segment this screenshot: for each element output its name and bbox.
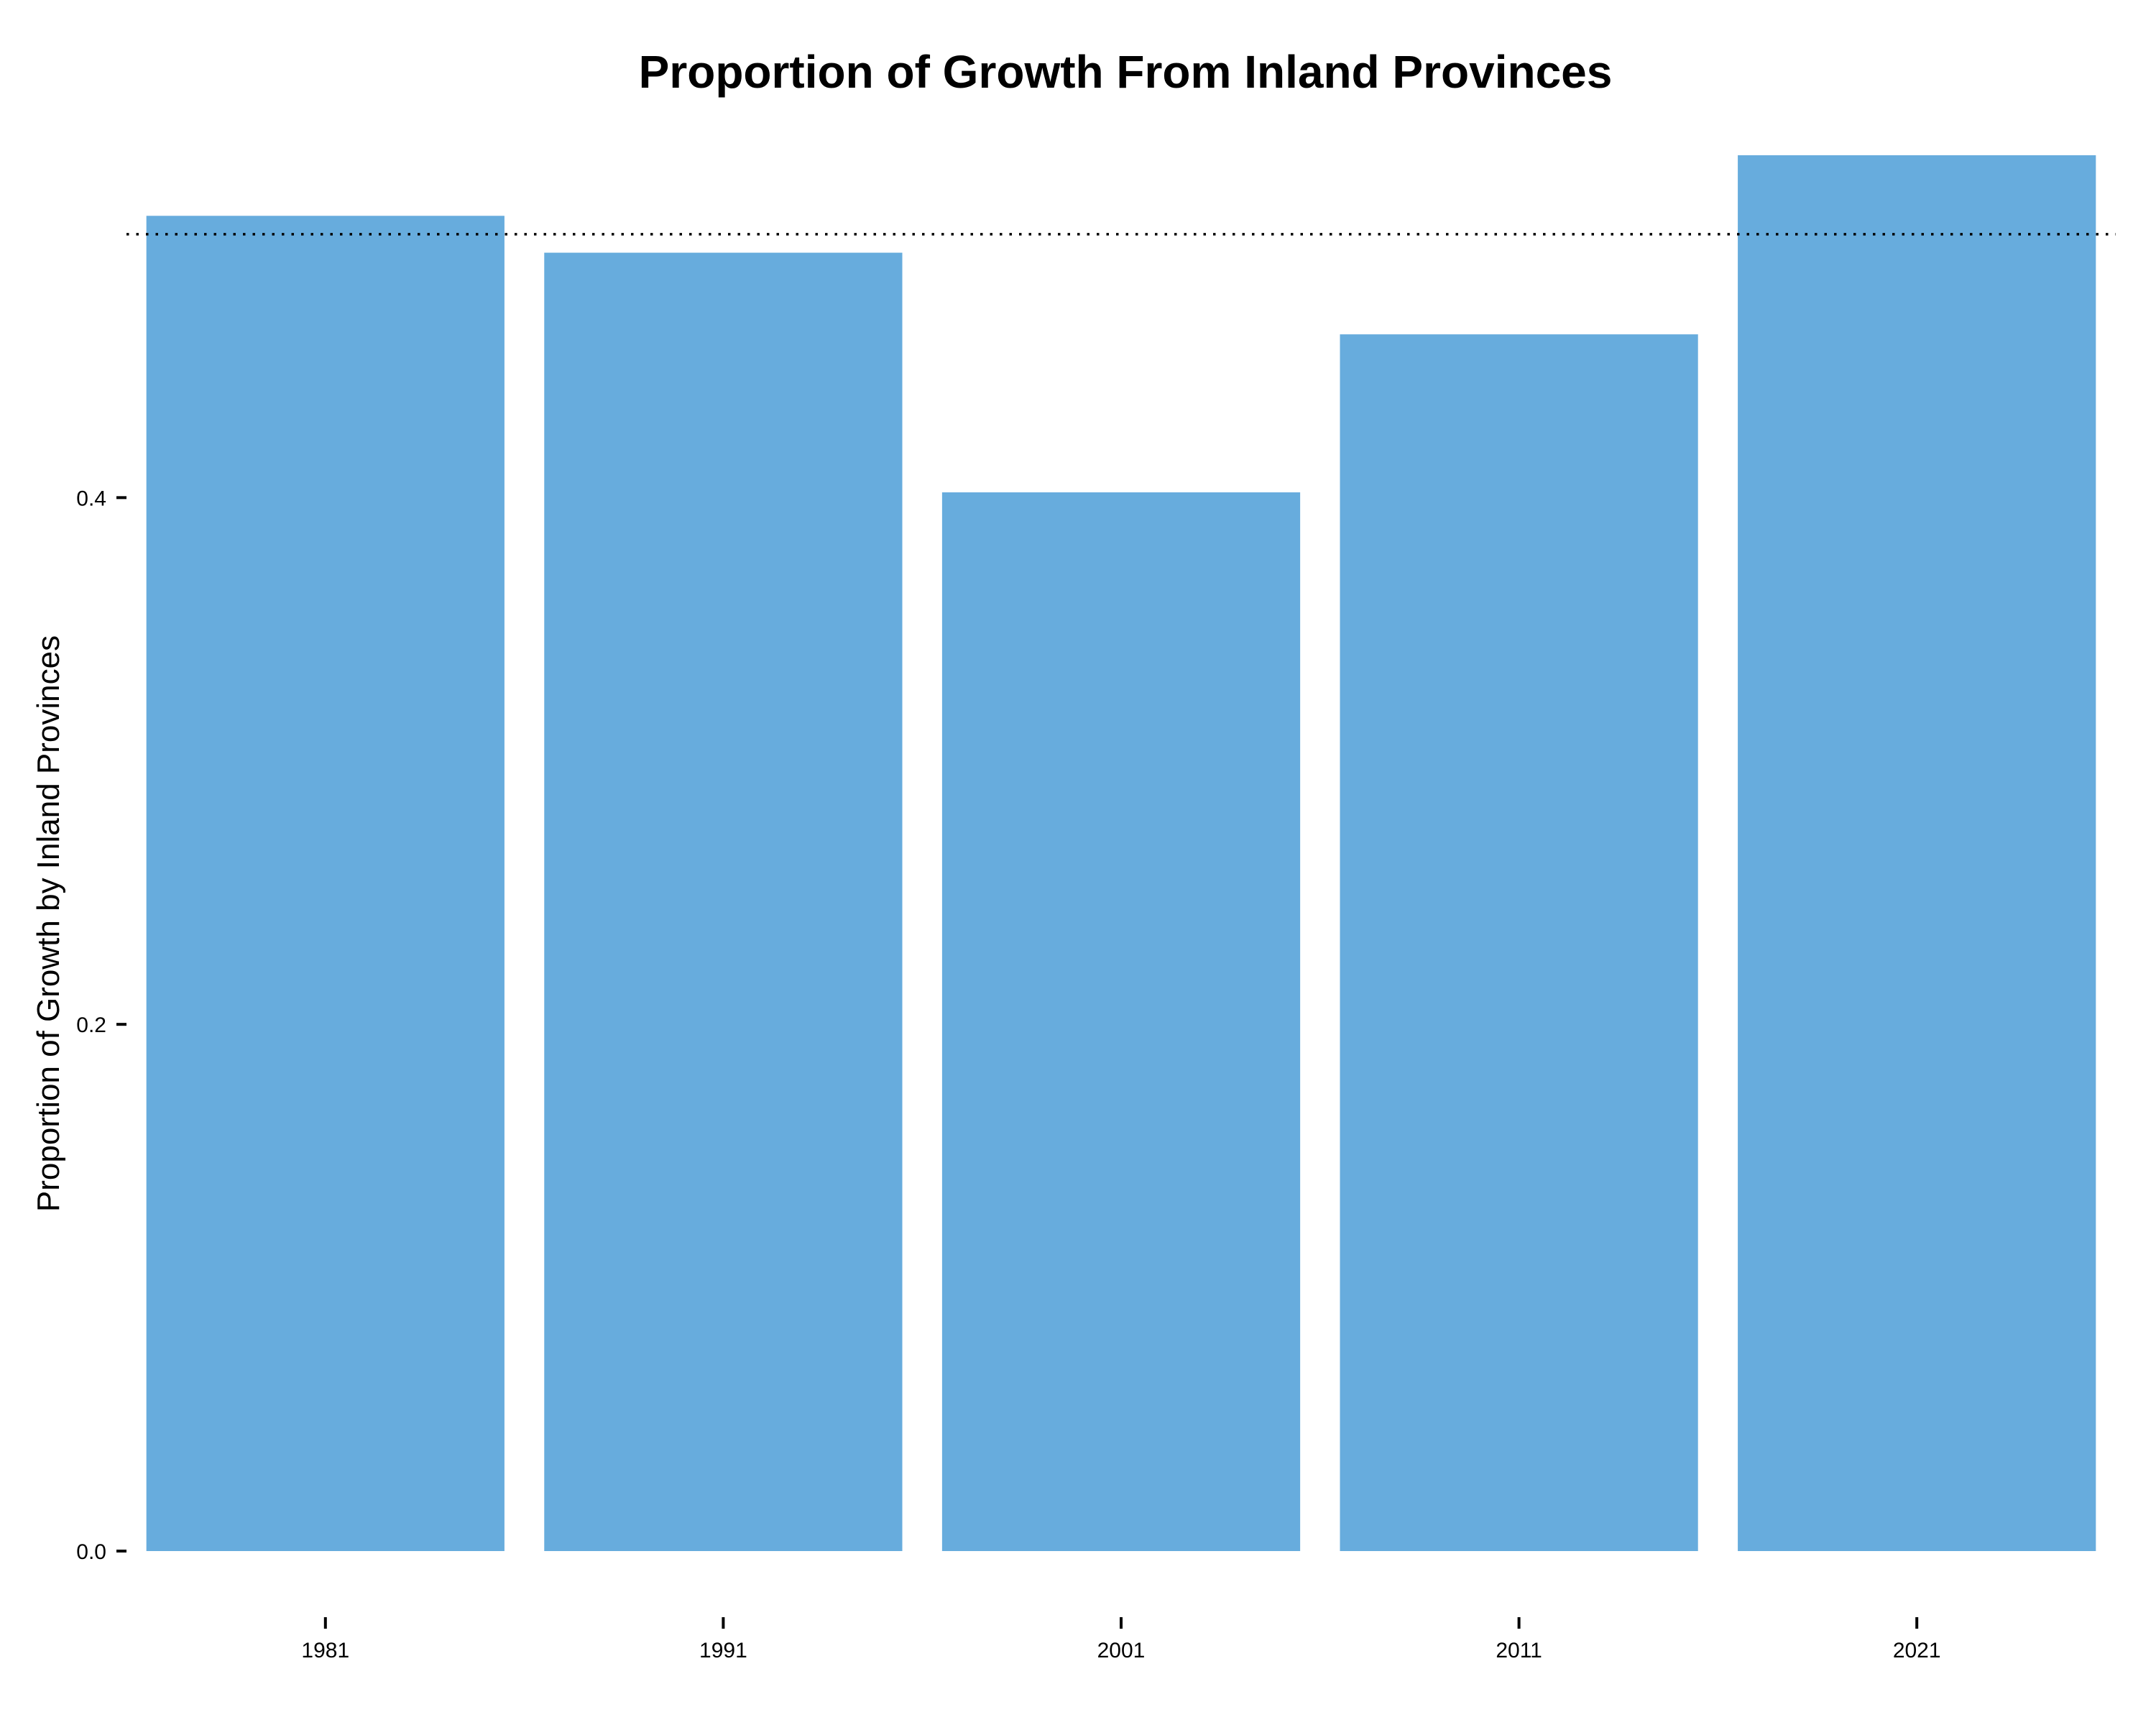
bars-group [146, 155, 2096, 1552]
bar-1991 [544, 252, 903, 1551]
y-tick-label: 0.4 [76, 487, 106, 510]
y-axis: 0.0 0.2 0.4 [76, 487, 126, 1564]
x-tick-label: 2021 [1893, 1639, 1941, 1662]
x-tick-label: 1981 [301, 1639, 349, 1662]
chart-title: Proportion of Growth From Inland Provinc… [639, 46, 1613, 98]
bar-1981 [146, 216, 505, 1551]
y-axis-label: Proportion of Growth by Inland Provinces [31, 635, 66, 1212]
bar-2011 [1340, 334, 1698, 1552]
bar-2001 [941, 492, 1301, 1552]
x-tick-label: 2001 [1097, 1639, 1146, 1662]
x-tick-label: 2011 [1496, 1639, 1542, 1662]
bar-2021 [1738, 155, 2096, 1551]
x-tick-label: 1991 [699, 1639, 747, 1662]
x-axis: 1981 1991 2001 2011 2021 [301, 1617, 1941, 1662]
y-tick-label: 0.2 [76, 1013, 106, 1037]
y-tick-label: 0.0 [76, 1540, 106, 1564]
